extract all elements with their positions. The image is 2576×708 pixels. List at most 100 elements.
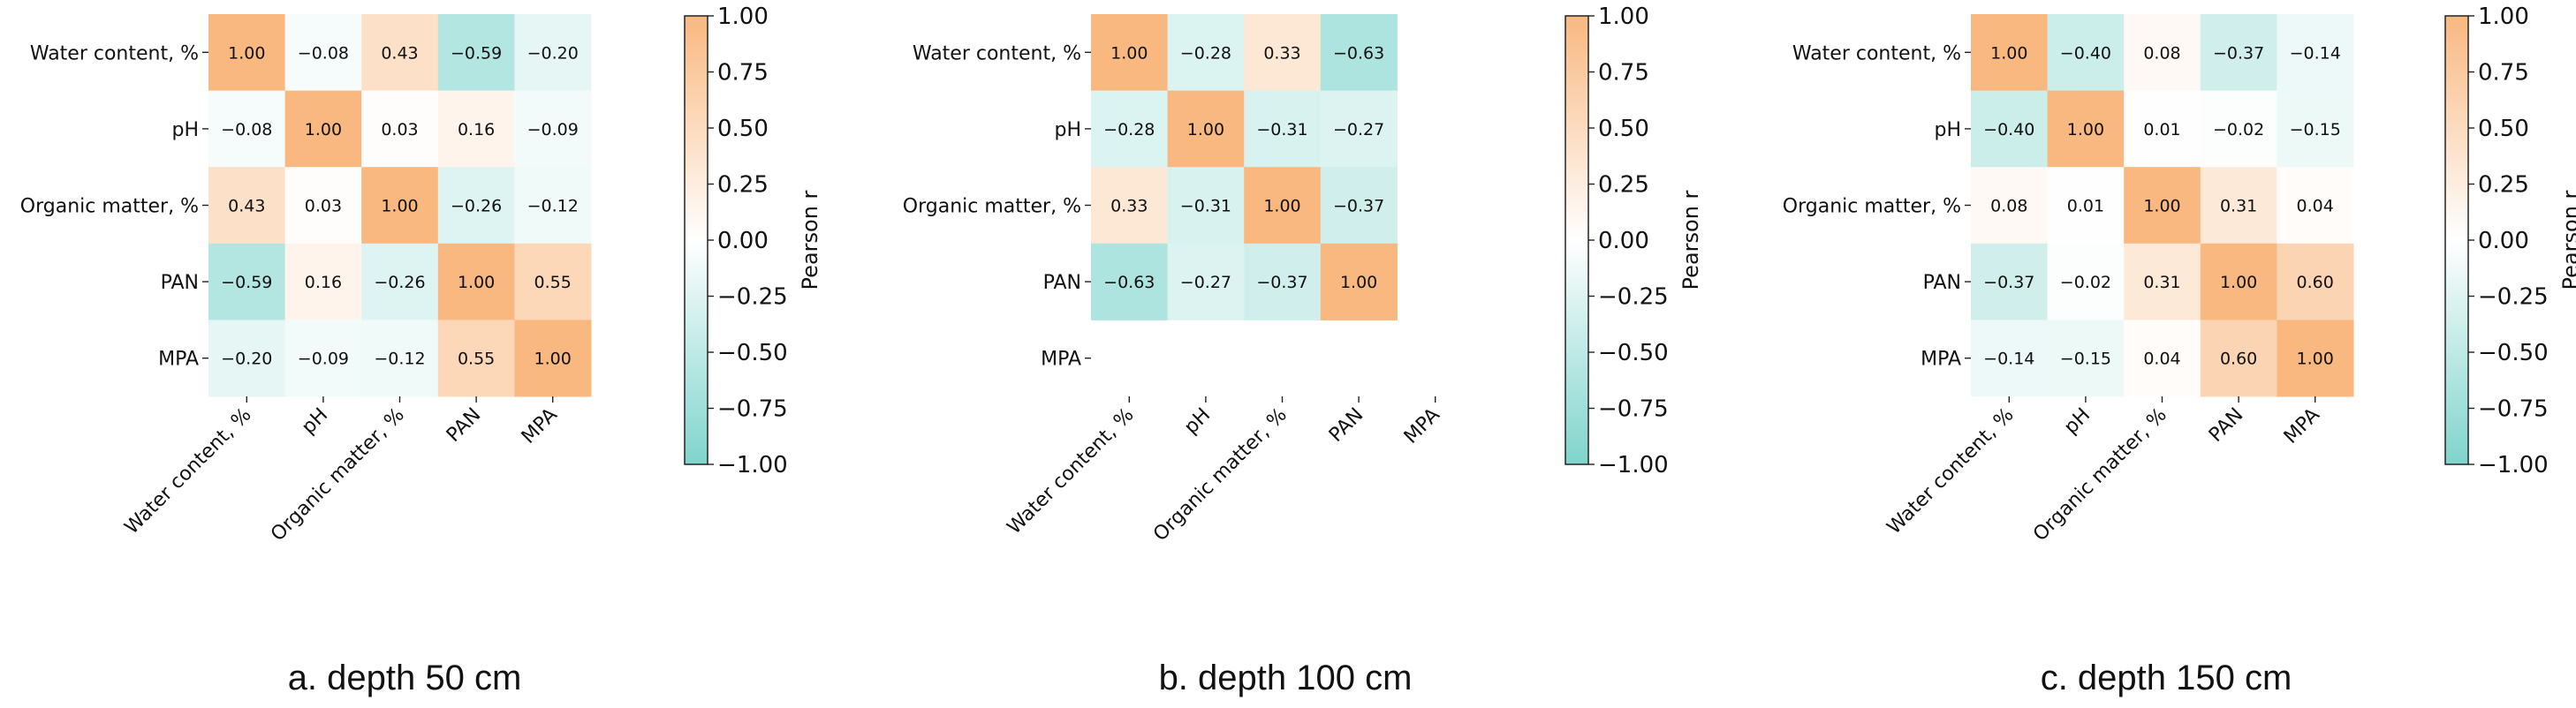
y-tick-label: pH: [1054, 119, 1081, 141]
x-tick-label: MPA: [2280, 404, 2324, 448]
y-tick-label: MPA: [1921, 349, 1961, 371]
x-tick-label: pH: [298, 404, 332, 439]
y-tick-label: Water content, %: [30, 42, 199, 64]
cell-value-label: −0.37: [1333, 197, 1384, 216]
cell-value-label: 0.60: [2297, 273, 2334, 292]
heatmap-cell: [208, 243, 286, 320]
heatmap-cell: [2047, 14, 2125, 92]
cell-value-label: −0.15: [2290, 120, 2341, 139]
cell-value-label: 0.01: [2067, 197, 2104, 216]
colorbar-tick-label: −0.75: [2478, 396, 2549, 423]
heatmap-panel-1: 1.00 −0.08 0.43 −0.59 −0.20 −0.08 1.00 0.03 0.16…: [20, 4, 822, 697]
colorbar-tick-label: 0.75: [1598, 60, 1649, 87]
cell-value-label: −0.20: [221, 350, 272, 369]
colorbar-tick-label: −0.50: [2478, 340, 2549, 366]
heatmap-cell: [2124, 167, 2201, 245]
cell-value-label: −0.09: [527, 120, 579, 139]
cell-value-label: 1.00: [1263, 197, 1300, 216]
heatmap-cell: [361, 167, 439, 245]
x-tick-label: pH: [1180, 404, 1215, 439]
x-tick-label: Organic matter, %: [1149, 404, 1292, 546]
colorbar-tick-label: 0.75: [717, 60, 769, 87]
colorbar-title: Pearson r: [2558, 190, 2576, 290]
heatmap-cell: [2047, 90, 2125, 168]
cell-value-label: −0.12: [527, 197, 579, 216]
panel-caption: a. depth 50 cm: [288, 659, 522, 697]
colorbar: [684, 15, 708, 465]
heatmap-cell: [1244, 243, 1322, 320]
heatmap-cell: [1091, 243, 1169, 320]
heatmap-cell: [361, 90, 439, 168]
cell-value-label: −0.59: [451, 43, 502, 63]
colorbar-tick-label: −1.00: [2478, 452, 2549, 478]
x-tick-label: Water content, %: [1883, 404, 2019, 539]
heatmap-cell: [514, 90, 592, 168]
cell-value-label: 0.04: [2297, 197, 2334, 216]
colorbar-tick-label: 1.00: [717, 4, 769, 30]
x-tick-label: PAN: [443, 404, 485, 447]
colorbar-tick-label: 1.00: [2478, 4, 2529, 30]
heatmap-cell: [2124, 90, 2201, 168]
colorbar-tick-label: 0.50: [717, 116, 769, 142]
cell-value-label: −0.15: [2060, 350, 2111, 369]
heatmap-cell: [1244, 167, 1322, 245]
heatmap-panel-3: 1.00 −0.40 0.08 −0.37 −0.14 −0.40 1.00 0.01 −0.0…: [1783, 4, 2576, 697]
cell-value-label: 1.00: [2220, 273, 2257, 292]
heatmap-cell: [2277, 243, 2354, 320]
y-tick-label: Water content, %: [913, 42, 1081, 64]
colorbar-tick-label: −0.25: [1598, 284, 1669, 311]
cell-value-label: −0.31: [1180, 197, 1231, 216]
colorbar-tick-label: 0.50: [1598, 116, 1649, 142]
heatmap-cell: [1320, 243, 1398, 320]
y-tick-label: PAN: [161, 272, 199, 294]
x-tick-label: PAN: [2205, 404, 2247, 447]
heatmap-cell: [208, 90, 286, 168]
colorbar-tick-label: 0.00: [1598, 228, 1649, 254]
cell-value-label: −0.59: [221, 273, 272, 292]
cell-value-label: 1.00: [534, 350, 572, 369]
cell-value-label: 0.33: [1263, 43, 1300, 63]
heatmap-cell: [1320, 14, 1398, 92]
heatmap-panel-2: 1.00 −0.28 0.33 −0.63 −0.28 1.00 −0.31 −0.27 0.3…: [903, 4, 1703, 697]
cell-value-label: −0.12: [374, 350, 425, 369]
colorbar-tick-label: 0.50: [2478, 116, 2529, 142]
heatmap-cell: [361, 243, 439, 320]
heatmap-cell: [1971, 320, 2049, 397]
heatmap-cell: [2200, 90, 2277, 168]
y-tick-label: Water content, %: [1792, 42, 1961, 64]
cell-value-label: 0.08: [1990, 197, 2027, 216]
cell-value-label: −0.20: [527, 43, 579, 63]
cell-value-label: −0.27: [1333, 120, 1384, 139]
heatmap-cell: [2200, 167, 2277, 245]
cell-value-label: −0.28: [1180, 43, 1231, 63]
heatmap-cell: [2124, 320, 2201, 397]
cell-value-label: 0.31: [2143, 273, 2180, 292]
colorbar-tick-label: 0.25: [2478, 172, 2529, 199]
heatmap-cell: [1244, 14, 1322, 92]
cell-value-label: −0.27: [1180, 273, 1231, 292]
heatmap-cell: [284, 14, 362, 92]
heatmap-cell: [361, 14, 439, 92]
x-tick-label: Water content, %: [121, 404, 256, 539]
panel-caption: c. depth 150 cm: [2041, 659, 2292, 697]
heatmap-cell: [1091, 14, 1169, 92]
cell-value-label: 1.00: [305, 120, 342, 139]
heatmap-cell: [2200, 243, 2277, 320]
colorbar-tick-label: 0.00: [2478, 228, 2529, 254]
colorbar-tick-label: −0.25: [2478, 284, 2549, 311]
heatmap-cell: [1320, 90, 1398, 168]
heatmap-cell: [1167, 243, 1245, 320]
cell-value-label: 0.33: [1110, 197, 1148, 216]
cell-value-label: −0.26: [451, 197, 502, 216]
heatmap-cell: [1971, 90, 2049, 168]
x-tick-label: MPA: [518, 404, 562, 448]
cell-value-label: 0.16: [458, 120, 495, 139]
cell-value-label: −0.08: [298, 43, 349, 63]
colorbar-tick-label: −0.25: [717, 284, 788, 311]
cell-value-label: 1.00: [458, 273, 495, 292]
heatmap-cell: [1091, 167, 1169, 245]
cell-value-label: −0.14: [1983, 350, 2034, 369]
cell-value-label: 1.00: [1110, 43, 1148, 63]
cell-value-label: 0.03: [305, 197, 342, 216]
y-tick-label: PAN: [1043, 272, 1081, 294]
